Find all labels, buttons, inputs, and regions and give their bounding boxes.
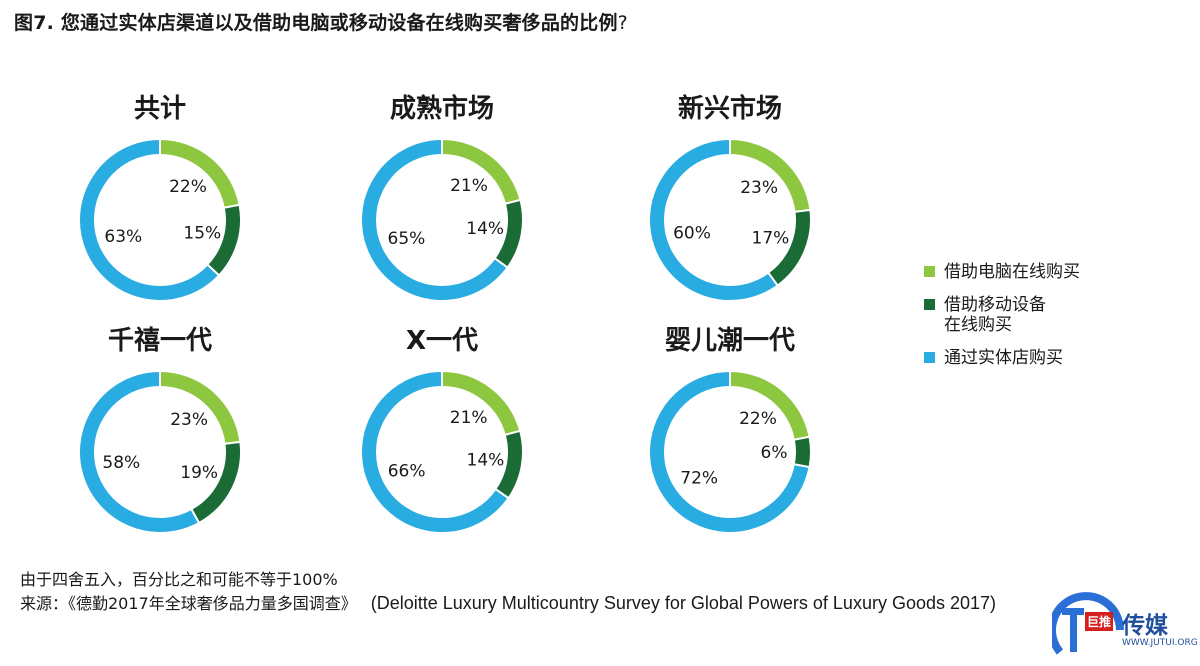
slice-store bbox=[648, 137, 780, 302]
donut-svg: 22% 15% 63% bbox=[78, 137, 242, 302]
slice-store bbox=[648, 369, 811, 534]
legend-swatch bbox=[924, 352, 935, 363]
legend-label: 借助移动设备 在线购买 bbox=[944, 295, 1046, 335]
data-label-store: 63% bbox=[104, 227, 142, 247]
data-label-mobile: 17% bbox=[752, 229, 790, 249]
logo-mark: 巨推 bbox=[1085, 612, 1114, 631]
slice-computer bbox=[729, 369, 811, 441]
donut-svg: 23% 17% 60% bbox=[648, 137, 812, 302]
legend-label: 借助电脑在线购买 bbox=[944, 262, 1080, 282]
data-label-mobile: 19% bbox=[180, 463, 218, 483]
data-label-mobile: 14% bbox=[466, 219, 504, 239]
donut-title: 成熟市场 bbox=[389, 94, 494, 124]
data-label-computer: 23% bbox=[170, 410, 208, 430]
legend-swatch bbox=[924, 299, 935, 310]
slice-mobile bbox=[792, 435, 812, 469]
data-label-computer: 21% bbox=[450, 408, 488, 428]
data-label-store: 66% bbox=[388, 462, 426, 482]
logo-name: 传媒 bbox=[1122, 613, 1168, 639]
donut-chart: 千禧一代 23% 19% 58% bbox=[40, 320, 280, 540]
slice-computer bbox=[159, 369, 242, 445]
donut-svg: 22% 6% 72% bbox=[648, 369, 812, 534]
donut-chart: 新兴市场 23% 17% 60% bbox=[610, 88, 850, 308]
data-label-store: 58% bbox=[102, 453, 140, 473]
figure-title: 图7. 您通过实体店渠道以及借助电脑或移动设备在线购买奢侈品的比例? bbox=[14, 12, 628, 34]
rounding-note: 由于四舍五入，百分比之和可能不等于100% bbox=[20, 570, 338, 589]
data-label-store: 60% bbox=[673, 223, 711, 243]
data-label-mobile: 6% bbox=[761, 443, 788, 463]
legend-item-mobile: 借助移动设备 在线购买 bbox=[924, 295, 1154, 335]
data-label-mobile: 15% bbox=[183, 223, 221, 243]
source-en: (Deloitte Luxury Multicountry Survey for… bbox=[370, 593, 997, 613]
legend-label: 通过实体店购买 bbox=[944, 348, 1063, 368]
slice-computer bbox=[729, 137, 812, 213]
source-line: 来源：《德勤2017年全球奢侈品力量多国调查》 (Deloitte Luxury … bbox=[20, 590, 996, 614]
slice-store bbox=[360, 369, 510, 534]
logo-url: WWW.JUTUI.ORG bbox=[1122, 638, 1198, 648]
data-label-computer: 22% bbox=[739, 409, 777, 429]
donut-title: 千禧一代 bbox=[107, 326, 212, 356]
data-label-store: 65% bbox=[388, 229, 426, 249]
data-label-computer: 23% bbox=[740, 178, 778, 198]
donut-chart: 共计 22% 15% 63% bbox=[40, 88, 280, 308]
donut-svg: 23% 19% 58% bbox=[78, 369, 242, 534]
data-label-computer: 21% bbox=[450, 176, 488, 196]
donut-chart: 婴儿潮一代 22% 6% 72% bbox=[610, 320, 850, 540]
donut-title: 新兴市场 bbox=[677, 94, 782, 124]
data-label-mobile: 14% bbox=[467, 451, 505, 471]
legend-swatch bbox=[924, 266, 935, 277]
donut-svg: 21% 14% 65% bbox=[360, 137, 524, 302]
slice-store bbox=[78, 137, 221, 302]
donut-title: 婴儿潮一代 bbox=[664, 326, 795, 356]
slice-computer bbox=[159, 137, 241, 209]
slice-store bbox=[78, 369, 201, 534]
donut-chart: 成熟市场 21% 14% 65% bbox=[322, 88, 562, 308]
legend-item-store: 通过实体店购买 bbox=[924, 348, 1154, 368]
donut-svg: 21% 14% 66% bbox=[360, 369, 525, 534]
logo-arc-icon bbox=[1048, 592, 1124, 655]
legend-item-computer: 借助电脑在线购买 bbox=[924, 262, 1154, 282]
data-label-computer: 22% bbox=[169, 177, 207, 197]
data-label-store: 72% bbox=[680, 469, 718, 489]
slice-store bbox=[360, 137, 509, 302]
watermark-logo: 巨推 传媒 WWW.JUTUI.ORG bbox=[1048, 580, 1198, 662]
donut-chart: X一代 21% 14% 66% bbox=[322, 320, 562, 540]
legend: 借助电脑在线购买借助移动设备 在线购买通过实体店购买 bbox=[924, 262, 1154, 381]
donut-title: 共计 bbox=[133, 94, 186, 124]
donut-title: X一代 bbox=[405, 326, 479, 356]
source-cn: 来源：《德勤2017年全球奢侈品力量多国调查》 bbox=[20, 594, 357, 613]
